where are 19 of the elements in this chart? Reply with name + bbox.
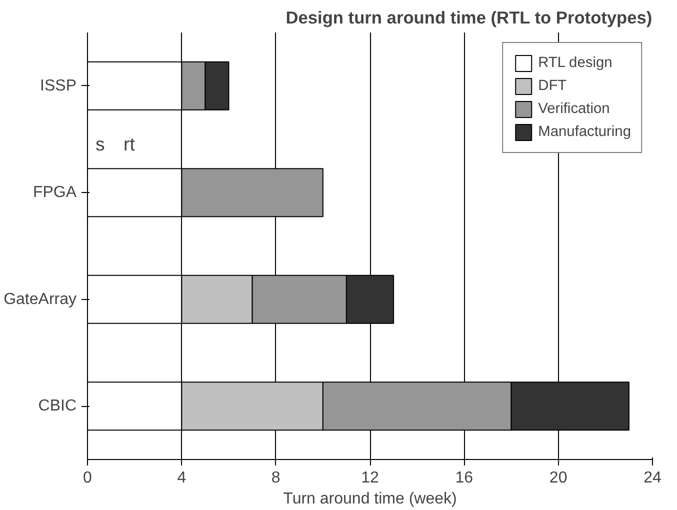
x-tick-label: 24 [644, 470, 662, 486]
x-tick-label: 12 [361, 470, 379, 486]
chart-title: Design turn around time (RTL to Prototypes) [286, 8, 652, 28]
annotation: rt [124, 134, 136, 154]
y-tick-label: ISSP [40, 77, 77, 94]
legend-label: DFT [538, 78, 567, 94]
y-tick-label: CBIC [38, 398, 77, 415]
x-axis-title: Turn around time (week) [283, 490, 457, 508]
y-tick-label: FPGA [32, 184, 77, 202]
legend-label: Manufacturing [538, 124, 631, 140]
x-tick-label: 0 [83, 470, 92, 486]
x-tick-label: 8 [271, 470, 280, 486]
x-tick-label: 4 [177, 470, 186, 486]
x-tick-label: 16 [455, 470, 474, 486]
x-tick-label: 20 [549, 470, 568, 486]
legend-label: Verification [538, 101, 610, 117]
annotation: s [96, 134, 105, 154]
y-tick-label: GateArray [4, 290, 77, 308]
legend-label: RTL design [538, 55, 612, 71]
